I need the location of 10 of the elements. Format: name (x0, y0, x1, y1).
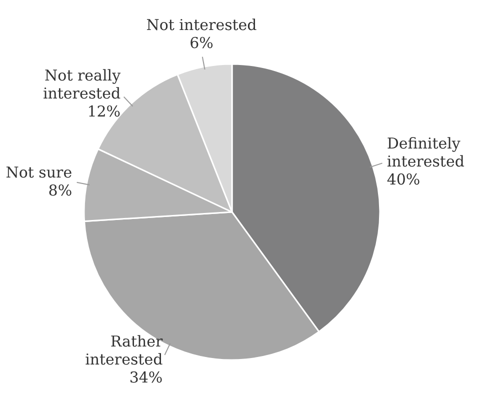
slice-label: Rather interested (85, 332, 164, 368)
data-label: 8% (48, 181, 72, 200)
data-label: 6% (190, 34, 214, 52)
slice-label: Not interested (146, 16, 258, 34)
data-label: 40% (386, 170, 420, 189)
data-label: 12% (87, 102, 121, 120)
slice-label: Not sure (6, 163, 72, 182)
slice-label: Not really interested (42, 66, 122, 102)
data-label: 34% (129, 368, 163, 386)
slice-label: Definitely interested (386, 134, 465, 171)
